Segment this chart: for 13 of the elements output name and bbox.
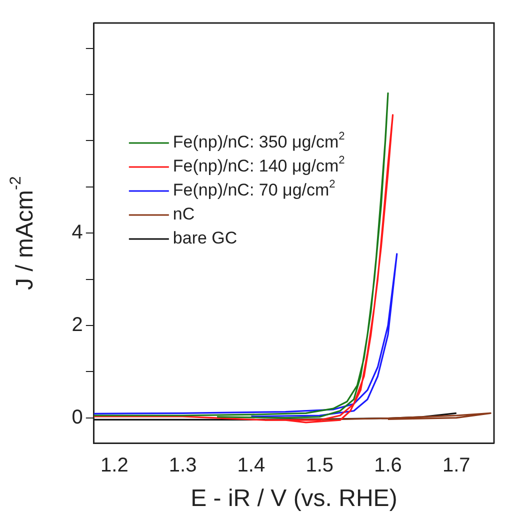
x-tick-label: 1.7 — [442, 454, 470, 477]
x-tick-label: 1.5 — [306, 454, 334, 477]
x-tick-label: 1.2 — [100, 454, 128, 477]
legend-label: nC — [172, 204, 195, 224]
y-tick-label: 4 — [72, 222, 83, 244]
y-tick-label: 2 — [72, 314, 83, 336]
x-axis-title: E - iR / V (vs. RHE) — [190, 485, 398, 512]
x-tick-label: 1.3 — [168, 454, 197, 477]
x-tick-label: 1.4 — [237, 454, 266, 477]
x-tick-label: 1.6 — [374, 454, 402, 477]
y-tick-label: 0 — [72, 406, 83, 428]
legend-label: bare GC — [172, 228, 238, 248]
y-axis-title: J / mAcm-2 — [8, 176, 39, 290]
